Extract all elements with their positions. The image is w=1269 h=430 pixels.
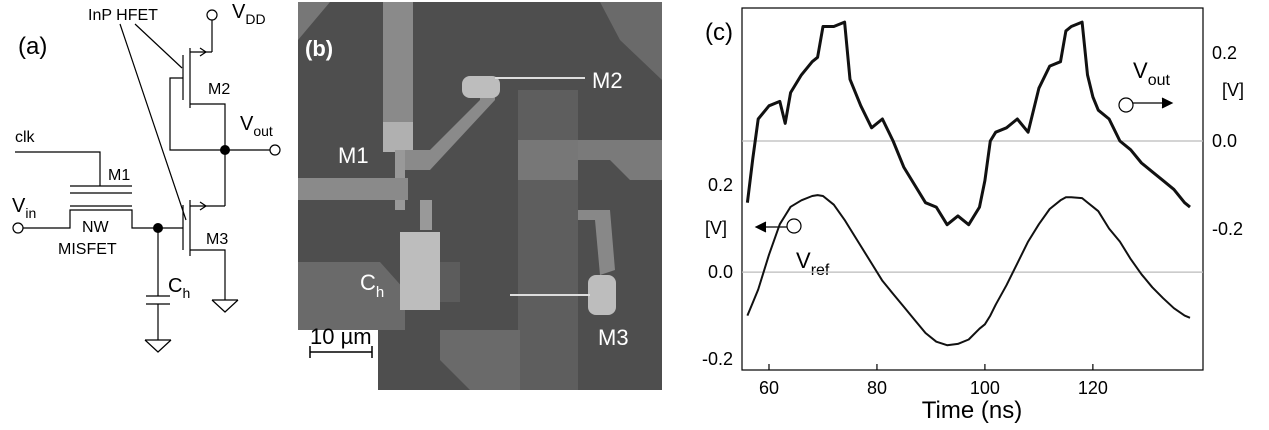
vref-line — [746, 194, 1191, 347]
y-unit: [V] — [705, 218, 727, 238]
sem-image: 10 µm (b) M2 M1 Ch M3 — [298, 2, 662, 390]
y2-unit: [V] — [1222, 80, 1244, 100]
vdd-label: VDD — [232, 1, 266, 27]
vout-sub: out — [253, 123, 273, 139]
y2-tick-label: 0.2 — [1212, 43, 1237, 63]
x-tick-label: 80 — [867, 378, 887, 398]
panel-label: (a) — [18, 33, 47, 60]
vin-main: V — [12, 195, 26, 217]
vout-line — [745, 20, 1191, 227]
y2-tick-label: 0.0 — [1212, 131, 1237, 151]
vin-label: Vin — [12, 195, 36, 221]
y-tick-label: 0.2 — [708, 175, 733, 195]
vout-label: Vout — [240, 113, 273, 139]
m1-label: M1 — [108, 167, 130, 184]
vout-main: V — [240, 113, 254, 135]
x-tick-label: 100 — [970, 378, 1000, 398]
panel-label: (c) — [705, 19, 733, 46]
vref-annotation: Vref — [796, 248, 830, 279]
device-label: InP HFET — [88, 7, 158, 24]
nw-label: NW — [82, 219, 110, 236]
ch-sub: h — [376, 284, 384, 301]
ch-label: Ch — [168, 275, 190, 301]
x-axis-title: Time (ns) — [922, 397, 1022, 424]
ch-label: Ch — [360, 270, 384, 301]
vout-annotation: Vout — [1133, 58, 1170, 89]
m2-label: M2 — [208, 81, 230, 98]
misfet-label: MISFET — [58, 241, 117, 258]
m3-label: M3 — [598, 325, 629, 350]
ch-main: C — [360, 270, 376, 295]
vdd-main: V — [232, 1, 246, 23]
vin-sub: in — [25, 205, 36, 221]
plot-frame — [741, 7, 1204, 371]
x-tick-label: 60 — [759, 378, 779, 398]
vref-sub: ref — [811, 262, 830, 279]
vref-main: V — [796, 248, 811, 273]
x-tick-label: 120 — [1078, 378, 1108, 398]
m3-label: M3 — [206, 231, 228, 248]
ch-sub: h — [182, 285, 190, 301]
ch-main: C — [168, 275, 182, 297]
y-tick-label: -0.2 — [702, 349, 733, 369]
chart: (c) Time (ns) [V] [V] Vout Vref 60 80 100 1… — [702, 7, 1244, 424]
m1-label: M1 — [338, 143, 369, 168]
vdd-sub: DD — [245, 11, 265, 27]
annotation-pointers — [754, 97, 1174, 234]
vout-main: V — [1133, 58, 1148, 83]
panel-label: (b) — [305, 36, 333, 61]
y2-tick-label: -0.2 — [1212, 219, 1243, 239]
scale-bar-label: 10 µm — [310, 324, 372, 349]
m2-label: M2 — [592, 68, 623, 93]
y-tick-label: 0.0 — [708, 262, 733, 282]
vout-sub: out — [1148, 72, 1171, 89]
circuit: (a) InP HFET VDD M2 Vout M3 clk — [12, 1, 281, 353]
clk-label: clk — [15, 129, 36, 146]
